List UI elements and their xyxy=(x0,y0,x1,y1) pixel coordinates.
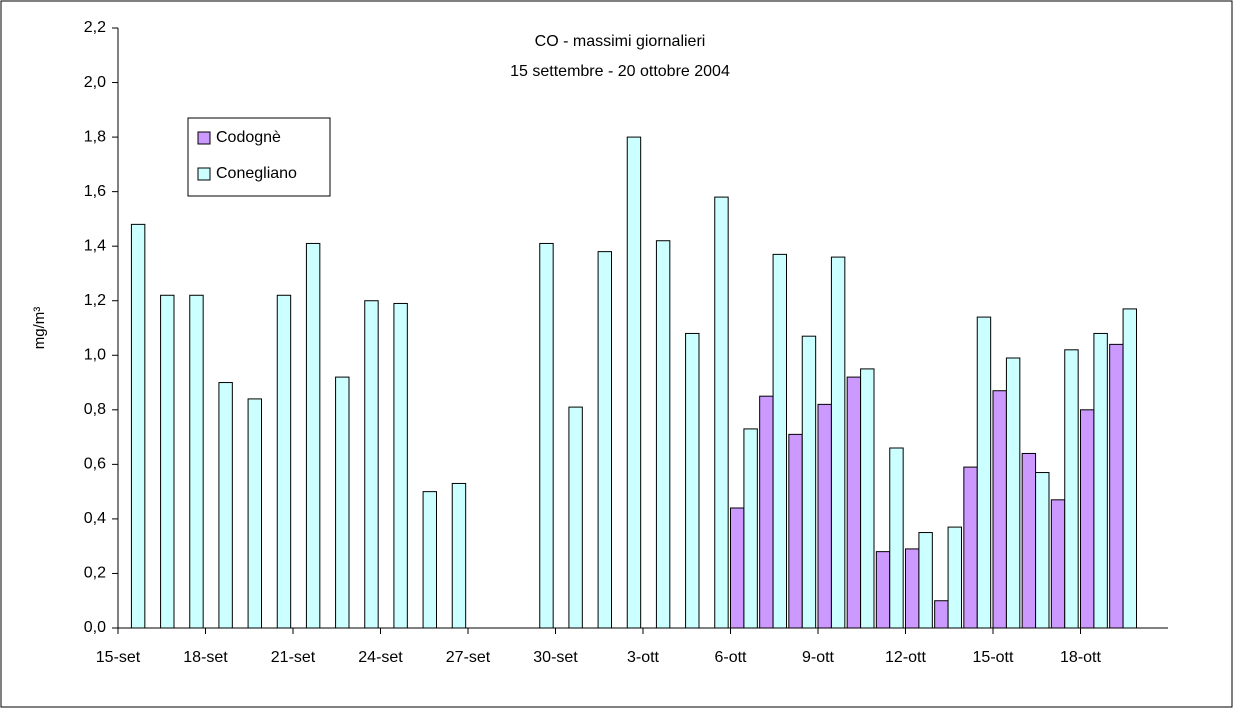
legend-swatch xyxy=(197,167,211,181)
bar xyxy=(889,447,904,629)
y-tick-label: 0,6 xyxy=(84,456,106,473)
chart-subtitle: 15 settembre - 20 ottobre 2004 xyxy=(510,63,730,80)
bar xyxy=(817,403,832,629)
bar xyxy=(364,300,379,629)
bar xyxy=(1050,499,1066,629)
legend-swatch xyxy=(197,131,211,145)
x-tick-label: 27-set xyxy=(446,649,491,666)
bar xyxy=(801,335,817,629)
bar xyxy=(788,433,803,629)
x-tick-label: 12-ott xyxy=(885,649,926,666)
bar xyxy=(130,223,146,629)
bar xyxy=(976,316,992,629)
x-tick-label: 24-set xyxy=(358,649,403,666)
x-tick-label: 15-set xyxy=(96,649,141,666)
bar xyxy=(218,382,233,629)
bar xyxy=(1080,409,1095,629)
y-tick-label: 0,2 xyxy=(84,565,106,582)
bar xyxy=(992,390,1007,629)
y-axis-label: mg/m³ xyxy=(31,307,48,350)
bar xyxy=(905,548,920,629)
bar xyxy=(189,294,204,629)
y-tick-label: 1,4 xyxy=(84,237,106,254)
y-tick-label: 0,8 xyxy=(84,401,106,418)
x-tick-label: 18-ott xyxy=(1060,649,1101,666)
bar xyxy=(918,532,933,629)
bar xyxy=(247,398,262,629)
bar xyxy=(685,332,700,629)
bar xyxy=(422,491,438,629)
bar xyxy=(743,428,758,629)
bar xyxy=(276,294,292,629)
chart-title: CO - massimi giornalieri xyxy=(535,33,706,50)
y-tick-label: 1,0 xyxy=(84,346,106,363)
bar xyxy=(451,482,467,629)
x-tick-label: 9-ott xyxy=(802,649,835,666)
bar xyxy=(1122,308,1138,629)
y-tick-label: 1,6 xyxy=(84,183,106,200)
bar xyxy=(626,136,642,629)
bar xyxy=(1035,472,1050,629)
bar xyxy=(393,302,408,629)
y-tick-label: 1,8 xyxy=(84,128,106,145)
x-tick-label: 18-set xyxy=(183,649,228,666)
bar xyxy=(655,240,671,629)
bar xyxy=(1064,349,1079,629)
x-tick-label: 30-set xyxy=(533,649,578,666)
bar xyxy=(1021,452,1037,629)
y-tick-label: 0,4 xyxy=(84,510,106,527)
legend-label: Conegliano xyxy=(216,165,297,182)
bar xyxy=(597,251,612,629)
bar xyxy=(860,368,875,629)
x-tick-label: 3-ott xyxy=(627,649,660,666)
bar xyxy=(875,551,891,629)
bar xyxy=(568,406,583,629)
y-tick-label: 2,0 xyxy=(84,74,106,91)
bar xyxy=(759,395,774,629)
bar xyxy=(830,256,846,629)
bar xyxy=(335,376,350,629)
bar xyxy=(539,242,554,629)
bar xyxy=(714,196,729,629)
legend-label: Codognè xyxy=(216,129,281,146)
bar xyxy=(1005,357,1021,629)
legend-box xyxy=(187,117,331,197)
bar xyxy=(963,466,978,629)
bar xyxy=(947,526,962,629)
x-tick-label: 6-ott xyxy=(714,649,747,666)
bar xyxy=(846,376,862,629)
bar xyxy=(160,294,175,629)
bar xyxy=(1109,343,1124,629)
y-tick-label: 2,2 xyxy=(84,19,106,36)
x-tick-label: 21-set xyxy=(271,649,316,666)
bar xyxy=(730,507,745,629)
bar xyxy=(772,253,787,629)
bar xyxy=(934,600,949,629)
x-tick-label: 15-ott xyxy=(973,649,1014,666)
y-tick-label: 0,0 xyxy=(84,619,106,636)
bar xyxy=(305,242,321,629)
y-tick-label: 1,2 xyxy=(84,292,106,309)
bar xyxy=(1093,332,1108,629)
